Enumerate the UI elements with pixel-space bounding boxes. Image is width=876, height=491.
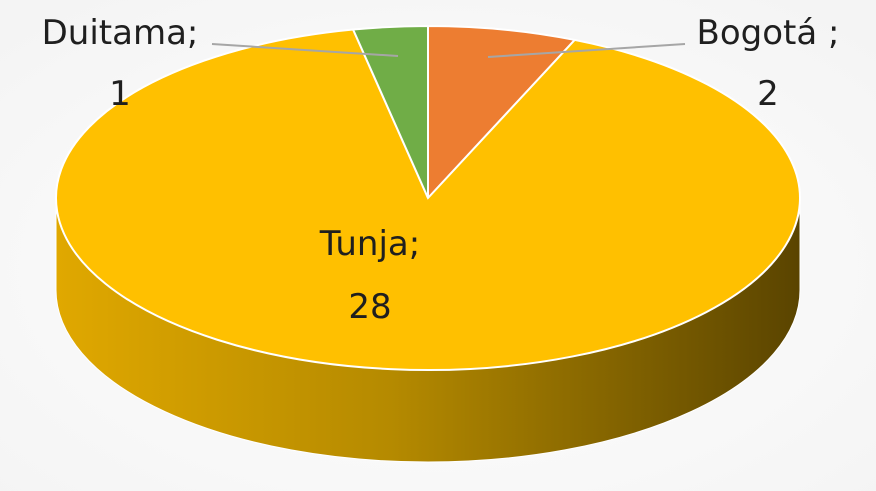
data-label-duitama-value: 1 <box>109 74 131 114</box>
data-label-tunja-name: Tunja; <box>319 224 420 264</box>
pie-slice-tunja <box>55 28 801 371</box>
data-label-tunja-value: 28 <box>348 287 391 327</box>
data-label-duitama-name: Duitama; <box>42 13 199 53</box>
pie-slice-duitama <box>351 24 429 199</box>
leader-line-duitama <box>211 43 399 57</box>
pie-slice-bogota <box>427 24 577 201</box>
data-label-bogota-name: Bogotá ; <box>697 13 840 53</box>
leader-line-bogota <box>487 43 686 58</box>
data-label-bogota-value: 2 <box>757 74 779 114</box>
pie-slices <box>55 24 801 371</box>
